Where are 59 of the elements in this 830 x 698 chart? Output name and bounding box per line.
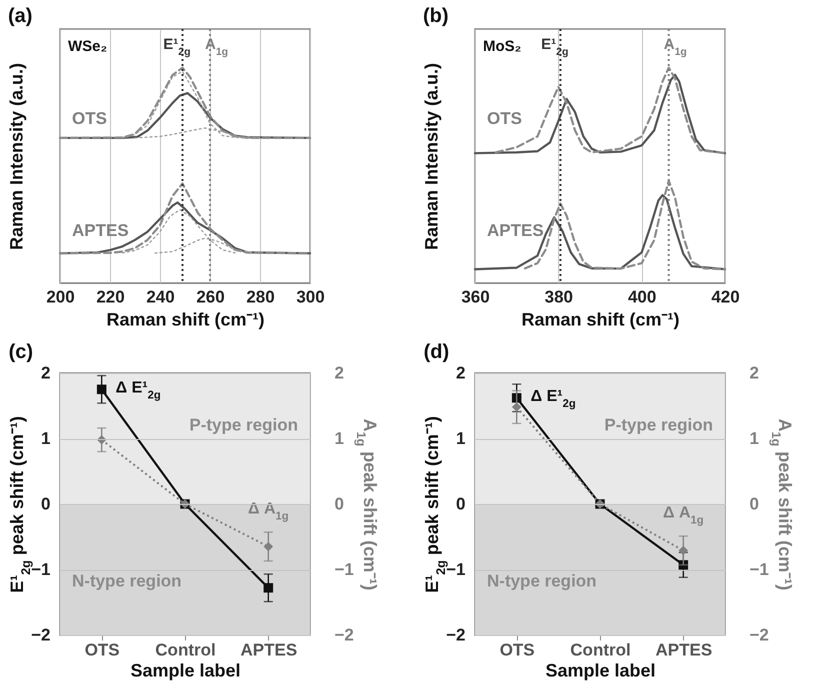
x-tick-label: APTES	[240, 640, 298, 660]
band-label: N-type region	[72, 572, 182, 590]
y-tick-label: 1	[456, 429, 466, 448]
x-tick-label: 280	[246, 288, 275, 306]
x-axis-title: Raman shift (cm⁻¹)	[106, 310, 265, 330]
x-tick-label: Control	[155, 640, 216, 660]
y2-tick-label: −2	[334, 626, 354, 644]
band-label: P-type region	[604, 416, 713, 434]
y2-tick-label: 2	[750, 364, 759, 382]
y-tick-label: −2	[446, 626, 466, 644]
y2-tick-label: −1	[334, 560, 354, 579]
x-axis-title: Sample label	[130, 660, 241, 680]
chart-title: (d)	[424, 341, 450, 363]
y-tick-label: −1	[31, 560, 50, 579]
y2-tick-label: −2	[750, 626, 769, 644]
y-tick-label: 0	[41, 494, 50, 514]
band-label: N-type region	[487, 572, 597, 590]
y2-tick-label: 1	[750, 429, 759, 448]
annotation: APTES	[72, 220, 129, 240]
series-label: Δ A$_{1g}$	[663, 504, 704, 527]
chart-title: (a)	[8, 5, 32, 27]
x-tick-label: 360	[461, 288, 490, 306]
x-axis-title: Sample label	[545, 660, 656, 680]
y-tick-label: 1	[41, 429, 50, 448]
annotation: OTS	[487, 109, 522, 128]
x-tick-label: APTES	[655, 640, 712, 660]
annotation: APTES	[487, 220, 544, 240]
y2-tick-label: 0	[334, 494, 344, 514]
x-tick-label: 380	[544, 288, 574, 306]
band-label: P-type region	[189, 416, 298, 434]
y-tick-label: 2	[456, 364, 466, 382]
y-tick-label: 2	[41, 364, 50, 382]
text: MoS₂	[483, 38, 522, 55]
chart-title: (b)	[423, 5, 449, 27]
x-axis-title: Raman shift (cm⁻¹)	[521, 310, 680, 330]
series-label: Δ E¹$_{2g}$	[530, 388, 576, 410]
y2-tick-label: 2	[334, 364, 344, 382]
y-tick-label: −2	[31, 626, 50, 644]
chart-title: (c)	[8, 341, 34, 363]
x-tick-label: 400	[628, 288, 656, 306]
y-axis-title: Raman Intensity (a.u.)	[422, 62, 442, 250]
y-tick-label: 0	[456, 494, 466, 514]
text: WSe₂	[68, 38, 108, 55]
y2-tick-label: 0	[750, 494, 759, 514]
x-tick-label: 200	[46, 288, 75, 306]
x-tick-label: Control	[570, 640, 631, 660]
x-tick-label: OTS	[500, 640, 535, 660]
x-tick-label: 220	[96, 288, 125, 306]
x-tick-label: 300	[296, 288, 325, 306]
annotation: OTS	[72, 109, 107, 128]
y-axis-title: Raman Intensity (a.u.)	[6, 62, 26, 250]
x-tick-label: 240	[146, 288, 175, 306]
y2-tick-label: 1	[334, 429, 344, 448]
series-label: Δ E¹$_{2g}$	[116, 379, 161, 402]
y-tick-label: −1	[446, 560, 466, 579]
x-tick-label: 260	[196, 288, 225, 306]
y2-tick-label: −1	[750, 560, 769, 579]
x-tick-label: 420	[711, 288, 740, 306]
x-tick-label: OTS	[84, 640, 120, 660]
